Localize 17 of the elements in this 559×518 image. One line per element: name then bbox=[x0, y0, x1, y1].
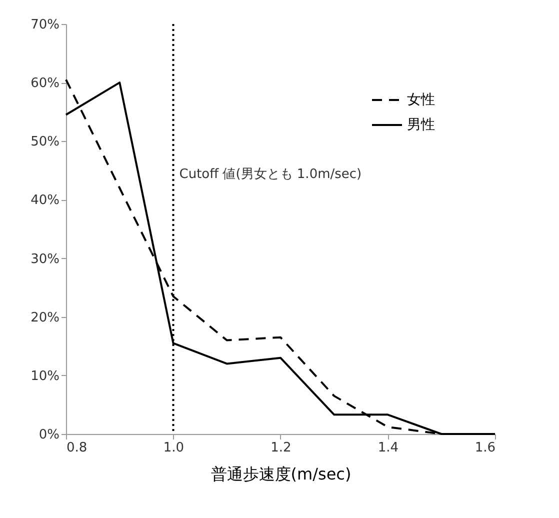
legend-label: 男性 bbox=[407, 117, 435, 133]
y-tick-label: 20% bbox=[30, 310, 60, 326]
ref-line-label: Cutoff 値(男女とも 1.0m/sec) bbox=[179, 167, 362, 182]
x-tick-label: 1.4 bbox=[378, 440, 399, 456]
y-tick-label: 10% bbox=[30, 368, 60, 384]
legend-label: 女性 bbox=[407, 92, 435, 108]
x-tick-label: 0.8 bbox=[66, 440, 88, 456]
y-tick-label: 0% bbox=[38, 428, 60, 442]
y-tick-label: 40% bbox=[30, 193, 60, 208]
x-axis-title: 普通歩速度(m/sec) bbox=[210, 464, 352, 484]
y-tick-label: 70% bbox=[30, 18, 60, 32]
y-tick-label: 30% bbox=[30, 252, 60, 267]
y-tick-label: 60% bbox=[30, 76, 60, 92]
x-tick-label: 1.6 bbox=[474, 440, 496, 456]
y-tick-label: 50% bbox=[30, 134, 60, 150]
x-tick-label: 1.0 bbox=[163, 440, 184, 456]
x-tick-label: 1.2 bbox=[270, 440, 292, 456]
